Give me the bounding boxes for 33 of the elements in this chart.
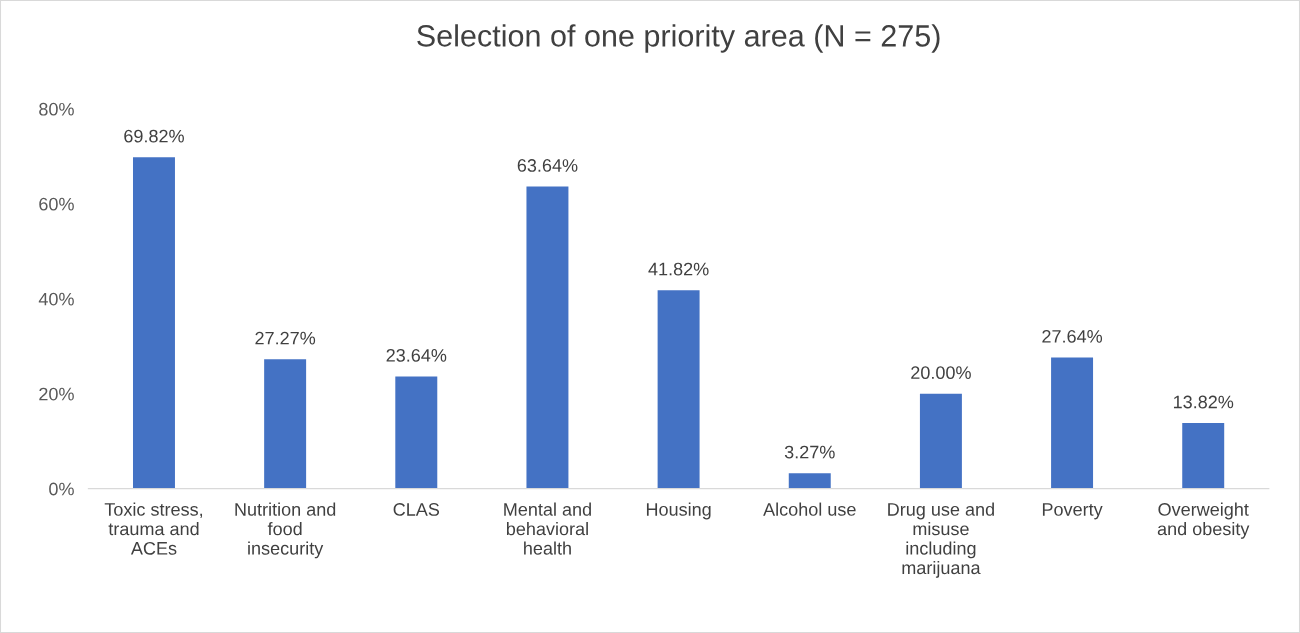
y-tick-label: 40% <box>38 292 74 306</box>
bar <box>657 290 700 489</box>
data-label: 41.82% <box>648 262 709 276</box>
bar <box>919 393 962 489</box>
y-tick-label: 20% <box>39 387 74 401</box>
data-label: 63.64% <box>517 159 578 172</box>
bar <box>526 186 569 489</box>
bar <box>1182 423 1225 489</box>
x-tick-label: Mental and behavioral health <box>504 502 591 555</box>
data-label: 23.64% <box>386 348 447 362</box>
data-label: 27.27% <box>255 331 316 345</box>
bar <box>132 157 175 489</box>
x-tick-label: Drug use and misuse including marijuana <box>888 502 994 578</box>
data-label: 27.64% <box>1042 329 1103 343</box>
data-label: 69.82% <box>124 129 184 143</box>
x-tick-label: CLAS <box>393 503 440 516</box>
data-label: 13.82% <box>1173 395 1234 409</box>
y-tick-label: 60% <box>39 197 74 211</box>
bar <box>788 473 831 489</box>
bar <box>1051 357 1094 489</box>
x-tick-label: Toxic stress, trauma and ACEs <box>104 502 203 555</box>
y-tick-label: 0% <box>49 482 74 496</box>
x-tick-label: Overweight and obesity <box>1157 502 1250 539</box>
data-label: 3.27% <box>784 445 835 459</box>
bar <box>264 359 307 489</box>
chart-title: Selection of one priority area (N = 275) <box>417 24 940 53</box>
x-tick-label: Nutrition and food insecurity <box>235 502 336 559</box>
bar <box>395 376 438 489</box>
x-tick-label: Poverty <box>1042 503 1103 520</box>
x-tick-label: Alcohol use <box>763 502 856 516</box>
y-tick-label: 80% <box>39 102 74 116</box>
data-label: 20.00% <box>911 366 971 380</box>
x-tick-label: Housing <box>646 502 711 520</box>
